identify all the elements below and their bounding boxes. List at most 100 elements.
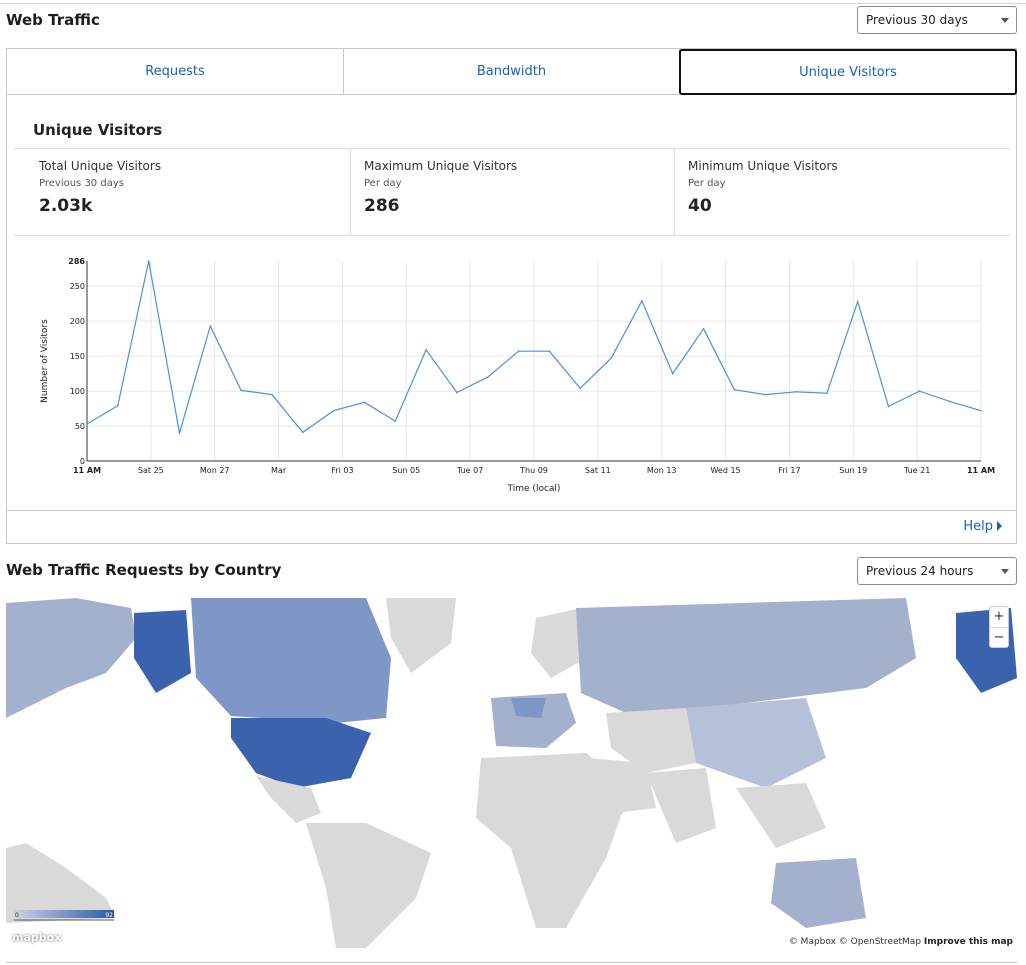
region-alaska (134, 610, 191, 693)
data-point (178, 432, 181, 434)
data-point (579, 387, 582, 390)
time-range-select[interactable]: Previous 30 days (857, 6, 1017, 34)
region-africa (476, 753, 631, 928)
top-divider (0, 3, 1026, 4)
x-tick-label: Mon 13 (647, 466, 677, 475)
map-attribution: © Mapbox © OpenStreetMap Improve this ma… (789, 937, 1013, 947)
stat-sub: Previous 30 days (39, 178, 124, 189)
x-tick-label: Thu 09 (519, 466, 548, 475)
data-point (486, 376, 489, 378)
help-label: Help (963, 519, 993, 534)
data-point (918, 390, 921, 392)
data-point (332, 409, 335, 412)
x-tick-label: Fri 03 (331, 466, 353, 475)
data-point (949, 400, 951, 403)
y-tick-label: 200 (70, 317, 85, 326)
bottom-divider (6, 962, 1017, 963)
legend-gradient (14, 910, 114, 918)
stat-value: 40 (688, 196, 712, 216)
region-australia (771, 858, 866, 928)
improve-map-link[interactable]: Improve this map (923, 937, 1013, 947)
x-tick-label: Tue 21 (903, 466, 930, 475)
data-point (394, 420, 397, 422)
mapbox-logo[interactable]: mapbox (12, 931, 62, 944)
caret-right-icon (997, 521, 1002, 531)
stat-label: Minimum Unique Visitors (688, 159, 838, 173)
region-greenland (386, 598, 456, 673)
region-usa (231, 718, 371, 788)
x-tick-label: Wed 15 (710, 466, 740, 475)
zoom-in-button[interactable]: + (993, 609, 1005, 624)
data-point (240, 389, 242, 392)
region-russia (576, 598, 916, 713)
region-canada (191, 598, 391, 723)
y-tick-label: 250 (70, 282, 85, 291)
x-tick-label: Sun 05 (392, 466, 420, 475)
region-pacific-landmass (6, 843, 116, 923)
x-tick-label: Mon 27 (200, 466, 230, 475)
visitors-chart: 0 50 100 150 200 250 286 11 AM Sat 25 Mon 27 Mar Fr… (29, 253, 999, 501)
data-point (209, 325, 212, 327)
y-tick-label: 50 (75, 422, 85, 431)
region-europe (491, 693, 576, 748)
data-point (641, 300, 643, 302)
legend-max: 92 (105, 912, 113, 919)
stat-label: Maximum Unique Visitors (364, 159, 518, 173)
world-map[interactable]: + − 0 92 mapbox © Mapbox © OpenStreetMap… (6, 598, 1017, 950)
stat-minimum: Minimum Unique Visitors Per day 40 (674, 149, 1011, 236)
map-range-select[interactable]: Previous 24 hours (857, 557, 1017, 585)
region-central-asia (606, 708, 696, 773)
panel-title: Unique Visitors (33, 121, 163, 139)
data-point (456, 391, 458, 394)
region-western-europe (511, 698, 546, 718)
region-middle-east (586, 758, 656, 813)
map-legend: 0 92 (14, 910, 114, 921)
page-title: Web Traffic (6, 11, 100, 29)
x-tick-label: Sat 11 (585, 466, 611, 475)
series-line (86, 260, 982, 434)
x-tick-label: 11 AM (73, 466, 101, 475)
x-tick-label: Fri 17 (778, 466, 800, 475)
zoom-out-button[interactable]: − (990, 627, 1008, 647)
data-point (702, 328, 705, 330)
map-canvas (6, 598, 1017, 948)
stat-sub: Per day (688, 178, 726, 189)
data-point (301, 431, 304, 434)
region-southeast-asia (736, 783, 826, 848)
region-mexico (256, 776, 321, 823)
data-point (517, 350, 520, 353)
map-section-title: Web Traffic Requests by Country (6, 561, 282, 579)
data-point (887, 405, 890, 408)
tab-bandwidth[interactable]: Bandwidth (344, 49, 680, 95)
data-point (671, 372, 674, 375)
data-point (795, 390, 797, 393)
data-point (425, 349, 427, 351)
tab-requests[interactable]: Requests (7, 49, 344, 95)
y-tick-label: 150 (70, 352, 85, 361)
data-point (271, 393, 273, 396)
stat-maximum: Maximum Unique Visitors Per day 286 (350, 149, 674, 236)
legend-min: 0 (15, 912, 19, 919)
x-axis-label: Time (local) (507, 484, 561, 494)
data-point (826, 392, 828, 394)
map-range-value: Previous 24 hours (866, 564, 974, 578)
y-tick-label: 286 (68, 257, 85, 266)
data-point (363, 401, 366, 404)
region-india (646, 768, 716, 843)
stat-total: Total Unique Visitors Previous 30 days 2… (13, 149, 350, 236)
tab-unique-visitors[interactable]: Unique Visitors (679, 49, 1017, 95)
help-row: Help (7, 510, 1016, 543)
stats-row: Total Unique Visitors Previous 30 days 2… (13, 148, 1011, 236)
zoom-control: + − (989, 606, 1009, 648)
data-point (610, 357, 612, 360)
stat-value: 2.03k (39, 196, 93, 216)
data-point (117, 404, 119, 407)
attribution-text[interactable]: © Mapbox © OpenStreetMap (788, 937, 922, 947)
data-point (733, 388, 736, 391)
region-china (686, 698, 826, 788)
chevron-down-icon (1001, 18, 1009, 23)
help-link[interactable]: Help (963, 519, 1002, 534)
stat-value: 286 (364, 196, 400, 216)
region-south-america (306, 823, 431, 948)
y-tick-label: 0 (80, 457, 85, 466)
